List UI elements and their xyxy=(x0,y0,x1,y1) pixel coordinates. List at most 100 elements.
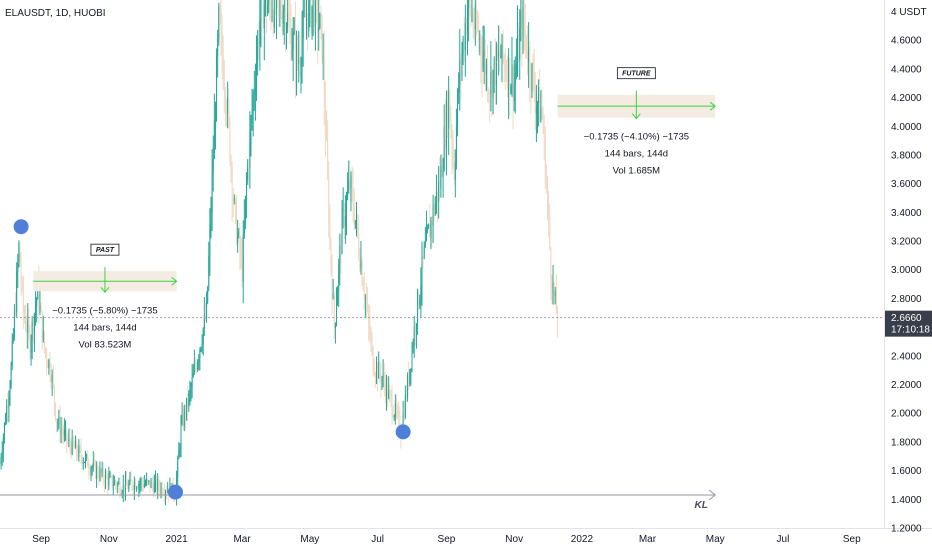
pivot-marker[interactable] xyxy=(167,484,183,500)
past-measure-stat-line: −0.1735 (−5.80%) −1735 xyxy=(52,305,157,316)
candle-body xyxy=(472,16,474,27)
candle-body xyxy=(252,94,254,112)
candle-body xyxy=(7,406,9,408)
candle-body xyxy=(331,266,333,299)
pivot-marker[interactable] xyxy=(395,424,411,440)
candle-body xyxy=(152,485,154,493)
candle-body xyxy=(469,0,471,4)
future-measure-down-arrowhead xyxy=(631,113,641,120)
candle-body xyxy=(136,487,138,489)
candle-body xyxy=(322,56,324,59)
candle-body xyxy=(8,397,10,408)
candle-body xyxy=(378,362,380,379)
candle-body xyxy=(361,261,363,284)
candle-body xyxy=(210,212,212,225)
past-measure[interactable]: PAST −0.1735 (−5.80%) −1735 144 bars, 144d… xyxy=(33,243,178,350)
candle-body xyxy=(161,485,163,494)
candle-body xyxy=(234,199,236,205)
candle-body xyxy=(445,101,447,149)
candle-body xyxy=(2,437,4,453)
candle-body xyxy=(98,475,100,479)
candle-body xyxy=(29,330,31,354)
candle-body xyxy=(91,467,93,469)
candle-body xyxy=(203,314,205,329)
candle-body xyxy=(525,35,527,54)
candle-body xyxy=(530,77,532,89)
candle-body xyxy=(39,306,41,311)
candle-body xyxy=(204,314,206,319)
candle-body xyxy=(464,22,466,51)
currency-label[interactable]: 4 USDT xyxy=(891,7,927,18)
candle-body xyxy=(220,22,222,31)
candle-body xyxy=(118,482,120,484)
candle-body xyxy=(16,271,18,313)
candle-body xyxy=(517,35,519,65)
candle-body xyxy=(471,16,473,19)
candle-body xyxy=(388,389,390,399)
candle-body xyxy=(25,318,27,330)
candle-body xyxy=(338,264,340,291)
candle-body xyxy=(31,320,33,342)
candle-body xyxy=(263,5,265,28)
pivot-marker[interactable] xyxy=(13,219,29,235)
future-measure[interactable]: FUTURE −0.1735 (−4.10%) −1735 144 bars, 14… xyxy=(557,67,716,177)
candle-body xyxy=(61,429,63,432)
candle-body xyxy=(146,479,148,484)
candle-body xyxy=(95,462,97,478)
time-tick-label: Nov xyxy=(505,534,523,545)
price-tick-label: 4.2000 xyxy=(891,93,922,104)
future-measure-stat-line: −0.1735 (−4.10%) −1735 xyxy=(584,132,689,143)
candle-body xyxy=(551,282,553,294)
candle-body xyxy=(448,90,450,129)
candle-body xyxy=(493,58,495,71)
candle-body xyxy=(524,29,526,36)
candle-body xyxy=(208,255,210,287)
candle-body xyxy=(333,294,335,329)
future-measure-stat-line: 144 bars, 144d xyxy=(605,149,668,160)
candle-body xyxy=(369,322,371,337)
candle-body xyxy=(294,30,296,71)
candle-body xyxy=(395,403,397,412)
candle-body xyxy=(107,477,109,486)
candle-body xyxy=(86,454,88,457)
candle-body xyxy=(233,199,235,202)
candle-body xyxy=(27,319,29,334)
candle-body xyxy=(427,228,429,230)
candle-body xyxy=(80,448,82,458)
candle-body xyxy=(202,328,204,345)
candle-body xyxy=(342,208,344,211)
candle-body xyxy=(56,418,58,425)
candle-body xyxy=(539,86,541,122)
candle-body xyxy=(142,483,144,488)
candle-body xyxy=(73,444,75,449)
annotations-layer[interactable]: KL PAST −0.1735 (−5.80%) −1735 144 bars, 14… xyxy=(0,67,716,511)
candle-body xyxy=(341,210,343,254)
candle-body xyxy=(328,174,330,225)
candle-body xyxy=(453,158,455,180)
candle-body xyxy=(423,245,425,258)
time-axis[interactable]: Sep Nov 2021 Mar May Jul Sep Nov 2022 Mar May Jul Se… xyxy=(32,534,861,545)
candle-body xyxy=(549,217,551,249)
candle-body xyxy=(112,485,114,487)
candle-body xyxy=(461,54,463,70)
candle-body xyxy=(68,438,70,441)
candle-body xyxy=(9,386,11,398)
price-tick-label: 2.4000 xyxy=(891,351,922,362)
candle-body xyxy=(272,16,274,28)
candle-body xyxy=(404,394,406,418)
price-axis[interactable]: 4.6000 4.4000 4.2000 4.0000 3.8000 3.6000 3.40… xyxy=(885,7,932,535)
candle-body xyxy=(308,0,310,32)
candle-body xyxy=(287,13,289,28)
candle-body xyxy=(482,56,484,68)
candle-body xyxy=(424,241,426,246)
candle-body xyxy=(534,94,536,114)
candle-body xyxy=(435,192,437,204)
candle-body xyxy=(555,291,557,314)
candle-body xyxy=(512,66,514,101)
candle-body xyxy=(326,135,328,139)
candle-body xyxy=(531,63,533,89)
candle-body xyxy=(402,412,404,431)
candle-body xyxy=(238,231,240,235)
candle-body xyxy=(422,257,424,259)
